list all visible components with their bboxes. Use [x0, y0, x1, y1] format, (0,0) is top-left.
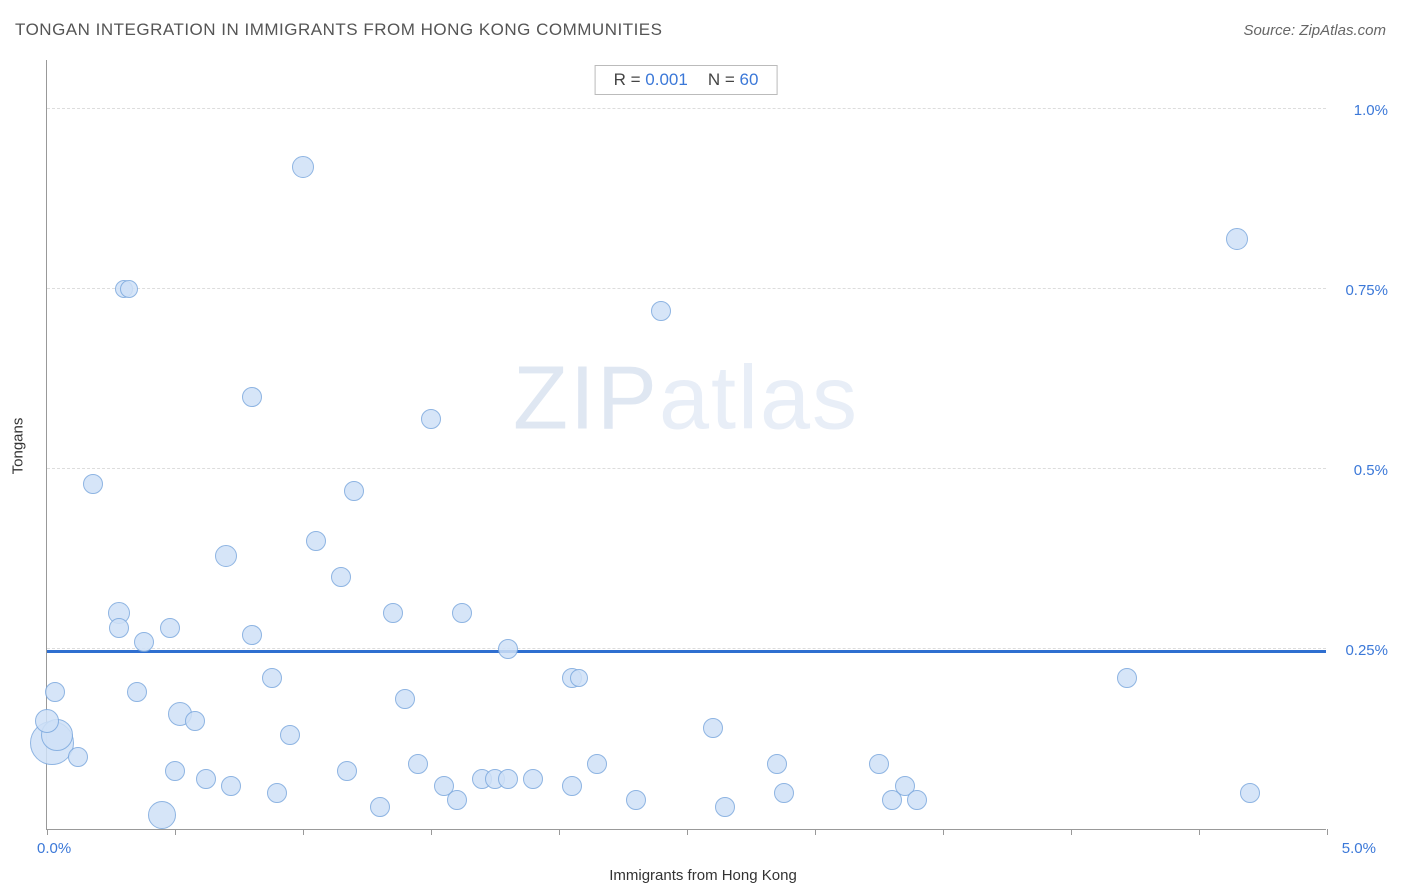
data-point: [1117, 668, 1137, 688]
x-axis-label: Immigrants from Hong Kong: [609, 867, 797, 884]
data-point: [221, 776, 241, 796]
data-point: [242, 625, 262, 645]
x-tick: [1327, 829, 1328, 835]
chart-title: TONGAN INTEGRATION IN IMMIGRANTS FROM HO…: [15, 20, 663, 40]
data-point: [767, 754, 787, 774]
x-tick: [815, 829, 816, 835]
data-point: [109, 618, 129, 638]
data-point: [651, 301, 671, 321]
x-min-label: 0.0%: [37, 840, 71, 857]
plot-container: ZIPatlas 0.25%0.5%0.75%1.0%0.0%5.0% R = …: [46, 60, 1326, 830]
y-tick-label: 1.0%: [1354, 102, 1388, 119]
data-point: [242, 387, 262, 407]
data-point: [907, 790, 927, 810]
data-point: [570, 669, 588, 687]
x-tick: [1199, 829, 1200, 835]
data-point: [185, 711, 205, 731]
data-point: [523, 769, 543, 789]
x-tick: [303, 829, 304, 835]
y-tick-label: 0.25%: [1345, 642, 1388, 659]
data-point: [134, 632, 154, 652]
data-point: [83, 474, 103, 494]
data-point: [774, 783, 794, 803]
data-point: [165, 761, 185, 781]
data-point: [196, 769, 216, 789]
data-point: [262, 668, 282, 688]
x-tick: [1071, 829, 1072, 835]
source-attribution: Source: ZipAtlas.com: [1243, 22, 1386, 39]
data-point: [127, 682, 147, 702]
data-point: [383, 603, 403, 623]
data-point: [120, 280, 138, 298]
data-point: [587, 754, 607, 774]
data-point: [1240, 783, 1260, 803]
x-tick: [431, 829, 432, 835]
x-tick: [47, 829, 48, 835]
data-point: [68, 747, 88, 767]
data-point: [148, 801, 176, 829]
data-point: [280, 725, 300, 745]
x-tick: [943, 829, 944, 835]
n-stat: N = 60: [708, 70, 759, 90]
data-point: [395, 689, 415, 709]
data-point: [35, 709, 59, 733]
data-point: [267, 783, 287, 803]
regression-line: [47, 650, 1326, 653]
x-max-label: 5.0%: [1342, 840, 1376, 857]
data-point: [869, 754, 889, 774]
gridline: [47, 108, 1326, 109]
data-point: [45, 682, 65, 702]
y-axis-label: Tongans: [10, 418, 27, 475]
data-point: [703, 718, 723, 738]
data-point: [344, 481, 364, 501]
data-point: [337, 761, 357, 781]
data-point: [447, 790, 467, 810]
y-tick-label: 0.5%: [1354, 462, 1388, 479]
gridline: [47, 468, 1326, 469]
r-stat: R = 0.001: [614, 70, 688, 90]
data-point: [421, 409, 441, 429]
y-tick-label: 0.75%: [1345, 282, 1388, 299]
data-point: [562, 776, 582, 796]
data-point: [215, 545, 237, 567]
data-point: [306, 531, 326, 551]
plot-area: 0.25%0.5%0.75%1.0%0.0%5.0%: [46, 60, 1326, 830]
x-tick: [687, 829, 688, 835]
data-point: [1226, 228, 1248, 250]
data-point: [292, 156, 314, 178]
data-point: [408, 754, 428, 774]
data-point: [160, 618, 180, 638]
data-point: [498, 769, 518, 789]
data-point: [331, 567, 351, 587]
x-tick: [175, 829, 176, 835]
gridline: [47, 288, 1326, 289]
data-point: [715, 797, 735, 817]
stats-legend: R = 0.001 N = 60: [595, 65, 778, 95]
x-tick: [559, 829, 560, 835]
data-point: [452, 603, 472, 623]
data-point: [626, 790, 646, 810]
data-point: [498, 639, 518, 659]
data-point: [370, 797, 390, 817]
